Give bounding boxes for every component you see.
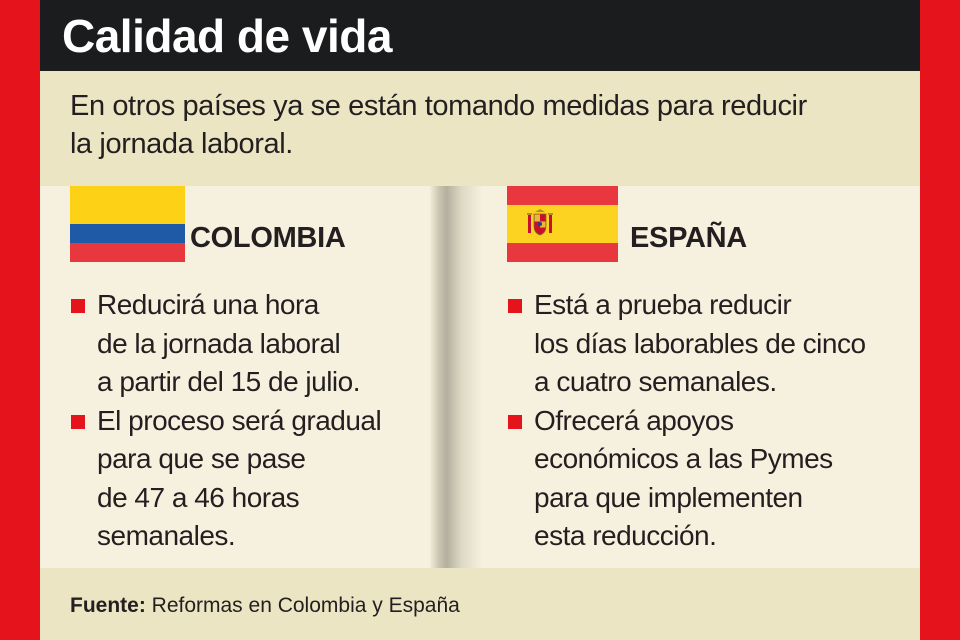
intro-line-1: En otros países ya se están tomando medi…: [70, 90, 807, 122]
spain-flag-icon: [507, 186, 618, 262]
bullet-square-icon: [71, 299, 85, 313]
espana-bullet-1: Está a prueba reducir los días laborable…: [507, 286, 917, 402]
intro-band: En otros países ya se están tomando medi…: [40, 71, 920, 186]
bullet-line: El proceso será gradual: [97, 404, 382, 436]
colombia-flag-red-band: [70, 243, 185, 262]
intro-text: En otros países ya se están tomando medi…: [70, 87, 900, 163]
bullet-line: esta reducción.: [534, 520, 717, 551]
bullet-line: semanales.: [97, 520, 236, 551]
bullet-line: Reducirá una hora: [97, 289, 319, 320]
bullet-square-icon: [508, 414, 522, 429]
colombia-flag-blue-band: [70, 224, 185, 243]
spain-coat-of-arms-icon: [527, 209, 553, 236]
bullet-square-icon: [508, 299, 522, 313]
spain-flag-top-red-band: [507, 186, 618, 205]
infographic-card: Calidad de vida En otros países ya se es…: [40, 0, 920, 640]
colombia-flag-icon: [70, 186, 185, 262]
espana-heading: ESPAÑA: [630, 222, 747, 254]
espana-panel: ESPAÑA Está a prueba reducir los días la…: [482, 186, 920, 568]
bullet-line: para que implementen: [534, 481, 803, 513]
colombia-panel: COLOMBIA Reducirá una hora de la jornada…: [40, 186, 432, 568]
page-title: Calidad de vida: [62, 10, 392, 62]
spain-flag-bottom-red-band: [507, 243, 618, 262]
bullet-line: Ofrecerá apoyos: [534, 404, 734, 436]
bullet-line: a cuatro semanales.: [534, 366, 777, 397]
footer-band: Fuente: Reformas en Colombia y España: [40, 568, 920, 640]
bullet-square-icon: [71, 414, 85, 429]
spain-flag-yellow-band: [507, 205, 618, 243]
espana-bullet-list: Está a prueba reducir los días laborable…: [507, 286, 917, 556]
espana-bullet-2: Ofrecerá apoyos económicos a las Pymes p…: [507, 402, 917, 556]
bullet-line: para que se pase: [97, 443, 306, 474]
panel-divider: [430, 186, 482, 568]
source-note: Fuente: Reformas en Colombia y España: [70, 592, 460, 620]
colombia-bullet-2: El proceso será gradual para que se pase…: [70, 402, 420, 556]
bullet-line: a partir del 15 de julio.: [97, 366, 361, 397]
bullet-line: de la jornada laboral: [97, 327, 341, 359]
colombia-bullet-list: Reducirá una hora de la jornada laboral …: [70, 286, 420, 556]
title-bar: Calidad de vida: [40, 0, 920, 71]
bullet-line: de 47 a 46 horas: [97, 481, 300, 513]
colombia-heading: COLOMBIA: [190, 222, 346, 254]
bullet-line: Está a prueba reducir: [534, 289, 792, 320]
bullet-line: económicos a las Pymes: [534, 443, 833, 474]
source-label: Fuente:: [70, 594, 146, 617]
colombia-bullet-1: Reducirá una hora de la jornada laboral …: [70, 286, 420, 402]
source-text: Reformas en Colombia y España: [145, 594, 460, 617]
colombia-flag-yellow-band: [70, 186, 185, 224]
intro-line-2: la jornada laboral.: [70, 128, 293, 160]
bullet-line: los días laborables de cinco: [534, 327, 866, 359]
